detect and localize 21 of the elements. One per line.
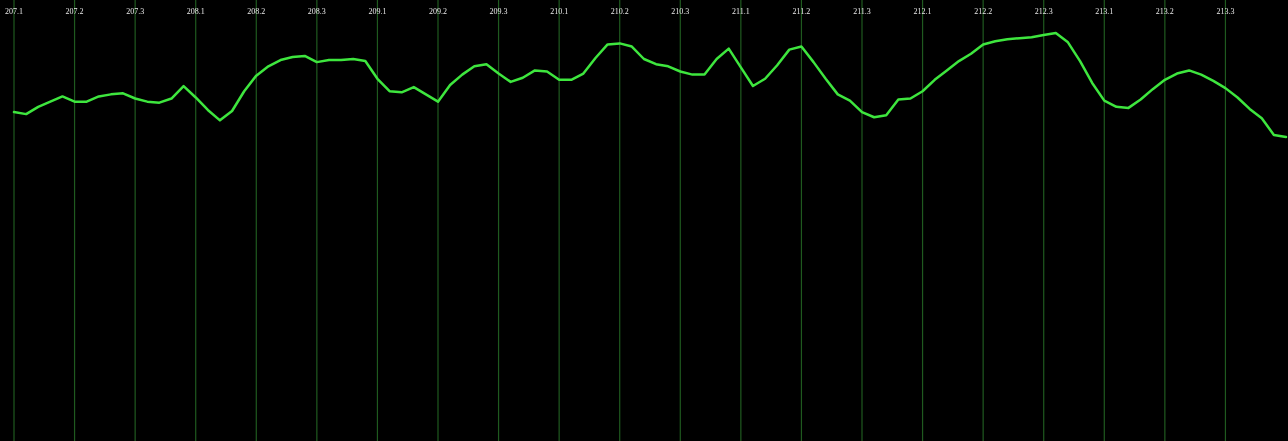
x-tick-label: 209.1 xyxy=(368,7,387,16)
x-tick-label: 212.1 xyxy=(913,7,932,16)
x-tick-label: 207.3 xyxy=(126,7,145,16)
x-tick-label: 207.2 xyxy=(65,7,84,16)
x-tick-label: 212.3 xyxy=(1034,7,1053,16)
x-tick-label: 213.1 xyxy=(1095,7,1114,16)
x-tick-label: 211.1 xyxy=(732,7,750,16)
x-tick-label: 210.1 xyxy=(550,7,569,16)
x-tick-label: 208.2 xyxy=(247,7,266,16)
x-tick-label: 208.1 xyxy=(186,7,205,16)
x-tick-label: 212.2 xyxy=(974,7,993,16)
x-tick-label: 213.3 xyxy=(1216,7,1235,16)
x-tick-label: 209.3 xyxy=(489,7,508,16)
x-tick-label: 208.3 xyxy=(307,7,326,16)
x-tick-label: 213.2 xyxy=(1155,7,1174,16)
x-tick-label: 211.3 xyxy=(853,7,871,16)
x-tick-label: 210.2 xyxy=(610,7,629,16)
x-tick-label: 210.3 xyxy=(671,7,690,16)
x-tick-label: 207.1 xyxy=(5,7,23,16)
x-tick-label: 211.2 xyxy=(792,7,811,16)
x-tick-label: 209.2 xyxy=(429,7,447,16)
